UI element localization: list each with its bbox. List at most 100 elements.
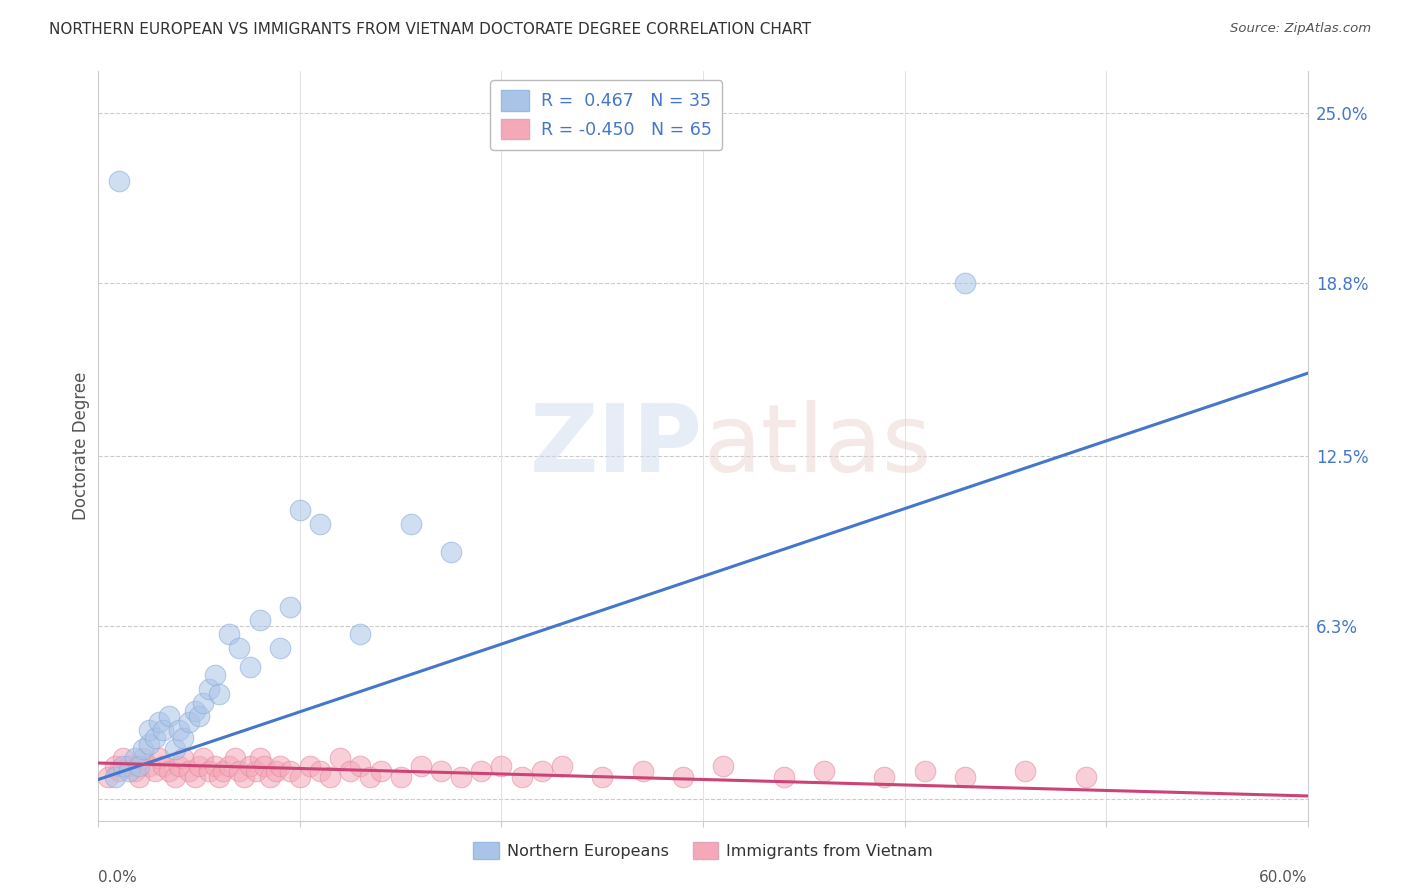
Point bbox=[157, 709, 180, 723]
Point bbox=[204, 668, 226, 682]
Point bbox=[239, 758, 262, 772]
Point bbox=[143, 731, 166, 746]
Point bbox=[631, 764, 654, 779]
Point bbox=[204, 758, 226, 772]
Point bbox=[132, 742, 155, 756]
Text: Source: ZipAtlas.com: Source: ZipAtlas.com bbox=[1230, 22, 1371, 36]
Point bbox=[389, 770, 412, 784]
Point bbox=[269, 758, 291, 772]
Point bbox=[319, 770, 342, 784]
Point bbox=[179, 714, 201, 729]
Point bbox=[370, 764, 392, 779]
Text: 0.0%: 0.0% bbox=[98, 870, 138, 885]
Point bbox=[188, 709, 211, 723]
Point bbox=[118, 758, 141, 772]
Point bbox=[430, 764, 453, 779]
Point bbox=[143, 764, 166, 779]
Point bbox=[152, 758, 174, 772]
Point bbox=[212, 764, 235, 779]
Point bbox=[167, 758, 190, 772]
Point bbox=[914, 764, 936, 779]
Text: ZIP: ZIP bbox=[530, 400, 703, 492]
Point bbox=[530, 764, 553, 779]
Point bbox=[228, 640, 250, 655]
Point bbox=[138, 723, 160, 737]
Text: NORTHERN EUROPEAN VS IMMIGRANTS FROM VIETNAM DOCTORATE DEGREE CORRELATION CHART: NORTHERN EUROPEAN VS IMMIGRANTS FROM VIE… bbox=[49, 22, 811, 37]
Point bbox=[288, 770, 311, 784]
Point bbox=[218, 627, 240, 641]
Point bbox=[148, 714, 170, 729]
Point bbox=[157, 764, 180, 779]
Point bbox=[107, 764, 129, 779]
Point bbox=[124, 764, 146, 779]
Point bbox=[269, 640, 291, 655]
Point bbox=[193, 696, 215, 710]
Point bbox=[349, 627, 371, 641]
Point bbox=[172, 731, 194, 746]
Point bbox=[128, 770, 150, 784]
Point bbox=[163, 742, 186, 756]
Point bbox=[450, 770, 472, 784]
Point bbox=[1014, 764, 1036, 779]
Point bbox=[163, 770, 186, 784]
Point bbox=[103, 770, 125, 784]
Point bbox=[152, 723, 174, 737]
Point bbox=[208, 687, 231, 701]
Point bbox=[288, 503, 311, 517]
Point bbox=[249, 750, 271, 764]
Point bbox=[193, 750, 215, 764]
Point bbox=[228, 764, 250, 779]
Point bbox=[184, 704, 207, 718]
Point bbox=[339, 764, 361, 779]
Point bbox=[138, 737, 160, 751]
Point bbox=[208, 770, 231, 784]
Point bbox=[264, 764, 287, 779]
Point bbox=[224, 750, 246, 764]
Point bbox=[591, 770, 613, 784]
Point bbox=[167, 723, 190, 737]
Point bbox=[232, 770, 254, 784]
Point bbox=[672, 770, 695, 784]
Point bbox=[172, 750, 194, 764]
Point bbox=[278, 764, 301, 779]
Point bbox=[118, 764, 141, 779]
Point bbox=[551, 758, 574, 772]
Point bbox=[360, 770, 382, 784]
Point bbox=[239, 660, 262, 674]
Point bbox=[259, 770, 281, 784]
Point bbox=[349, 758, 371, 772]
Point bbox=[249, 613, 271, 627]
Point bbox=[103, 758, 125, 772]
Point bbox=[299, 758, 322, 772]
Point bbox=[440, 544, 463, 558]
Point bbox=[409, 758, 432, 772]
Point bbox=[107, 174, 129, 188]
Point bbox=[309, 764, 332, 779]
Point bbox=[198, 681, 221, 696]
Point bbox=[128, 758, 150, 772]
Point bbox=[711, 758, 734, 772]
Point bbox=[179, 764, 201, 779]
Point bbox=[184, 770, 207, 784]
Point bbox=[278, 599, 301, 614]
Point bbox=[245, 764, 267, 779]
Point bbox=[491, 758, 513, 772]
Point bbox=[132, 750, 155, 764]
Point bbox=[309, 517, 332, 532]
Point bbox=[813, 764, 835, 779]
Point bbox=[148, 750, 170, 764]
Point bbox=[399, 517, 422, 532]
Point bbox=[253, 758, 276, 772]
Point bbox=[953, 770, 976, 784]
Y-axis label: Doctorate Degree: Doctorate Degree bbox=[72, 372, 90, 520]
Point bbox=[188, 758, 211, 772]
Point bbox=[873, 770, 896, 784]
Text: atlas: atlas bbox=[703, 400, 931, 492]
Point bbox=[97, 770, 120, 784]
Legend: Northern Europeans, Immigrants from Vietnam: Northern Europeans, Immigrants from Viet… bbox=[467, 836, 939, 865]
Point bbox=[198, 764, 221, 779]
Point bbox=[111, 758, 134, 772]
Point bbox=[138, 758, 160, 772]
Text: 60.0%: 60.0% bbox=[1260, 870, 1308, 885]
Point bbox=[510, 770, 533, 784]
